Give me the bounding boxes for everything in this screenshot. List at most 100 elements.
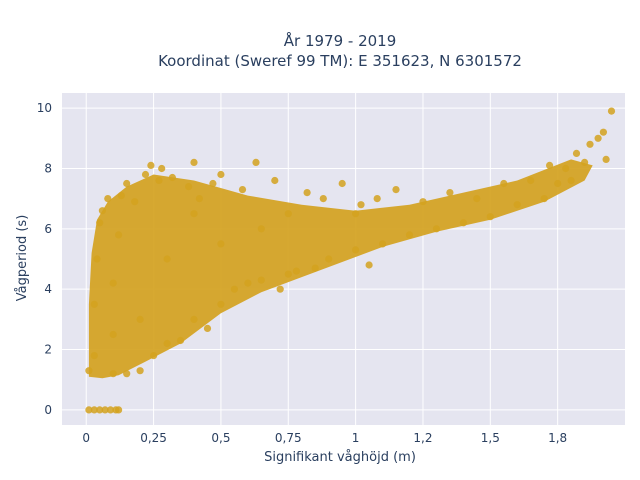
data-point <box>98 207 106 215</box>
y-tick-label: 6 <box>44 222 52 236</box>
data-point <box>163 255 171 263</box>
data-point <box>158 164 166 173</box>
data-point <box>85 406 93 414</box>
data-point <box>147 161 155 169</box>
data-point <box>572 149 581 157</box>
data-point <box>292 267 300 275</box>
data-point <box>90 406 98 414</box>
data-point <box>594 134 602 142</box>
y-tick-label: 10 <box>37 101 52 115</box>
data-point <box>252 158 260 166</box>
data-point <box>238 186 247 194</box>
x-tick-label: 1,8 <box>548 431 567 445</box>
data-point <box>85 367 93 375</box>
data-point <box>352 246 360 254</box>
data-point <box>379 240 387 248</box>
data-point <box>190 210 198 218</box>
data-point <box>586 140 594 148</box>
data-point <box>373 195 381 203</box>
data-point <box>176 336 185 345</box>
x-tick-label: 0,25 <box>140 431 167 445</box>
data-point <box>338 179 346 188</box>
data-point <box>319 195 327 203</box>
data-point <box>284 210 292 218</box>
data-point <box>325 255 333 263</box>
data-point <box>513 201 521 209</box>
data-point <box>195 195 203 203</box>
y-tick-label: 2 <box>44 343 52 357</box>
data-point <box>217 300 225 308</box>
data-point <box>271 176 279 185</box>
plot-area: 0 0,25 0,5 0,75 1 1,2 1,5 1,8 0 2 4 6 8 10 <box>37 93 625 445</box>
x-tick-label: 1,2 <box>413 431 432 445</box>
data-point <box>284 270 292 278</box>
data-point <box>117 192 125 200</box>
data-point <box>90 352 98 360</box>
data-point <box>131 198 139 206</box>
data-point <box>446 189 454 197</box>
x-tick-label: 0,5 <box>211 431 230 445</box>
data-point <box>486 213 494 221</box>
data-point <box>554 179 562 188</box>
data-point <box>303 189 311 197</box>
x-tick-label: 0 <box>82 431 90 445</box>
x-tick-label: 0,75 <box>275 431 302 445</box>
data-point <box>123 370 131 378</box>
data-point <box>567 176 575 185</box>
data-point <box>163 339 171 348</box>
data-point <box>106 406 115 414</box>
data-point <box>459 219 467 227</box>
data-point <box>115 231 123 239</box>
data-point <box>405 231 414 239</box>
x-tick-label: 1 <box>352 431 360 445</box>
data-point <box>230 285 238 293</box>
data-point <box>155 176 163 185</box>
data-point <box>540 195 548 203</box>
data-point <box>109 279 117 287</box>
data-point <box>109 370 117 378</box>
chart-title: År 1979 - 2019 <box>284 31 397 50</box>
data-point <box>136 315 144 323</box>
y-axis-title: Vågperiod (s) <box>15 215 30 302</box>
data-point <box>276 285 284 293</box>
data-point <box>150 352 158 360</box>
data-point <box>365 261 373 269</box>
data-point <box>104 195 112 203</box>
data-point <box>101 406 109 414</box>
data-point <box>546 161 554 169</box>
data-point <box>257 225 265 233</box>
data-point <box>115 406 123 414</box>
data-point <box>419 198 427 206</box>
data-point <box>96 219 104 227</box>
data-point <box>168 173 176 182</box>
y-tick-label: 0 <box>44 403 52 417</box>
x-tick-label: 1,5 <box>481 431 500 445</box>
data-point <box>136 367 144 375</box>
chart-subtitle: Koordinat (Sweref 99 TM): E 351623, N 63… <box>158 52 522 70</box>
data-point <box>96 406 104 414</box>
data-point <box>244 279 252 287</box>
y-tick-label: 4 <box>44 282 52 296</box>
data-point <box>109 330 117 339</box>
data-point <box>123 179 131 188</box>
data-point <box>500 179 508 188</box>
data-point <box>607 107 616 115</box>
data-point <box>93 255 101 263</box>
data-point <box>432 225 440 233</box>
x-axis-title: Signifikant våghöjd (m) <box>264 450 416 465</box>
data-point <box>203 324 212 332</box>
data-point <box>473 195 481 203</box>
data-point <box>209 179 217 188</box>
data-point <box>602 155 610 163</box>
data-point <box>562 164 570 173</box>
y-tick-label: 8 <box>44 161 52 175</box>
data-point <box>392 186 400 194</box>
data-point <box>581 158 589 166</box>
data-point <box>257 276 265 284</box>
data-point <box>599 128 608 136</box>
data-point <box>185 183 193 191</box>
data-point <box>311 264 319 272</box>
data-point <box>527 176 535 185</box>
data-point <box>190 158 198 166</box>
